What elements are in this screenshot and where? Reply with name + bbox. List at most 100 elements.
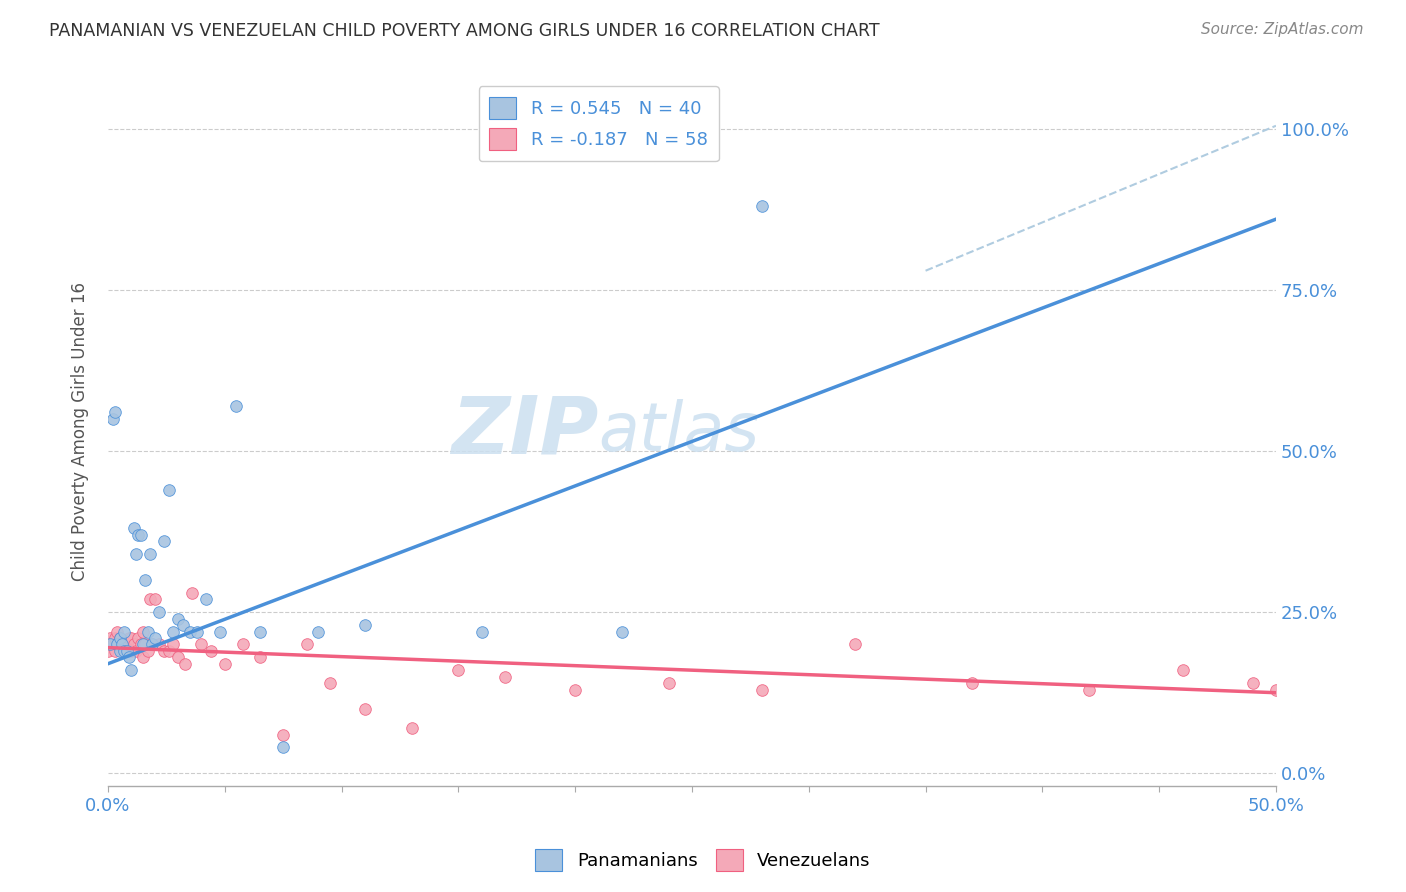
Point xyxy=(143,631,166,645)
Point xyxy=(141,637,163,651)
Point xyxy=(120,631,142,645)
Point xyxy=(115,637,138,651)
Point xyxy=(104,644,127,658)
Point xyxy=(167,650,190,665)
Legend: Panamanians, Venezuelans: Panamanians, Venezuelans xyxy=(529,842,877,879)
Point xyxy=(148,637,170,651)
Point xyxy=(129,528,152,542)
Point xyxy=(658,676,681,690)
Text: Source: ZipAtlas.com: Source: ZipAtlas.com xyxy=(1201,22,1364,37)
Point xyxy=(157,483,180,497)
Point xyxy=(104,631,127,645)
Point xyxy=(108,631,131,645)
Point xyxy=(120,663,142,677)
Point xyxy=(271,740,294,755)
Point xyxy=(1171,663,1194,677)
Point xyxy=(319,676,342,690)
Point xyxy=(98,637,121,651)
Point xyxy=(181,586,204,600)
Point xyxy=(112,644,135,658)
Point xyxy=(108,637,131,651)
Point xyxy=(120,644,142,658)
Point xyxy=(354,618,377,632)
Point xyxy=(111,637,134,651)
Point xyxy=(1241,676,1264,690)
Point xyxy=(136,624,159,639)
Point xyxy=(105,637,128,651)
Point xyxy=(232,637,254,651)
Point xyxy=(132,650,155,665)
Point xyxy=(249,650,271,665)
Point xyxy=(129,637,152,651)
Point xyxy=(105,624,128,639)
Point xyxy=(134,573,156,587)
Point xyxy=(108,631,131,645)
Point xyxy=(141,637,163,651)
Legend: R = 0.545   N = 40, R = -0.187   N = 58: R = 0.545 N = 40, R = -0.187 N = 58 xyxy=(478,87,718,161)
Point xyxy=(162,624,184,639)
Point xyxy=(111,644,134,658)
Point xyxy=(104,405,127,419)
Point xyxy=(148,605,170,619)
Point xyxy=(225,399,247,413)
Point xyxy=(564,682,586,697)
Point xyxy=(354,702,377,716)
Point xyxy=(101,412,124,426)
Point xyxy=(108,644,131,658)
Point xyxy=(249,624,271,639)
Y-axis label: Child Poverty Among Girls Under 16: Child Poverty Among Girls Under 16 xyxy=(72,282,89,582)
Point xyxy=(118,631,141,645)
Point xyxy=(174,657,197,671)
Point xyxy=(401,721,423,735)
Point xyxy=(1078,682,1101,697)
Point xyxy=(162,637,184,651)
Point xyxy=(98,637,121,651)
Text: PANAMANIAN VS VENEZUELAN CHILD POVERTY AMONG GIRLS UNDER 16 CORRELATION CHART: PANAMANIAN VS VENEZUELAN CHILD POVERTY A… xyxy=(49,22,880,40)
Point xyxy=(122,521,145,535)
Point xyxy=(751,682,773,697)
Point xyxy=(1265,682,1288,697)
Point xyxy=(139,592,162,607)
Point xyxy=(751,199,773,213)
Point xyxy=(98,631,121,645)
Point xyxy=(295,637,318,651)
Point xyxy=(112,644,135,658)
Point xyxy=(179,624,201,639)
Point xyxy=(610,624,633,639)
Point xyxy=(122,637,145,651)
Point xyxy=(962,676,984,690)
Point xyxy=(127,631,149,645)
Point xyxy=(471,624,494,639)
Point xyxy=(271,728,294,742)
Point xyxy=(101,637,124,651)
Point xyxy=(134,637,156,651)
Point xyxy=(447,663,470,677)
Point xyxy=(132,624,155,639)
Point xyxy=(112,624,135,639)
Point xyxy=(115,637,138,651)
Point xyxy=(214,657,236,671)
Point xyxy=(125,644,148,658)
Point xyxy=(118,650,141,665)
Point xyxy=(112,637,135,651)
Point xyxy=(307,624,329,639)
Point xyxy=(200,644,222,658)
Point xyxy=(186,624,208,639)
Point xyxy=(153,534,176,549)
Point xyxy=(153,644,176,658)
Text: ZIP: ZIP xyxy=(451,392,599,471)
Point xyxy=(494,670,516,684)
Point xyxy=(209,624,232,639)
Point xyxy=(132,637,155,651)
Point xyxy=(143,592,166,607)
Point xyxy=(105,637,128,651)
Point xyxy=(111,637,134,651)
Point xyxy=(195,592,218,607)
Point xyxy=(125,547,148,561)
Point xyxy=(136,644,159,658)
Point xyxy=(115,644,138,658)
Text: atlas: atlas xyxy=(599,399,759,465)
Point xyxy=(190,637,212,651)
Point xyxy=(127,528,149,542)
Point xyxy=(167,612,190,626)
